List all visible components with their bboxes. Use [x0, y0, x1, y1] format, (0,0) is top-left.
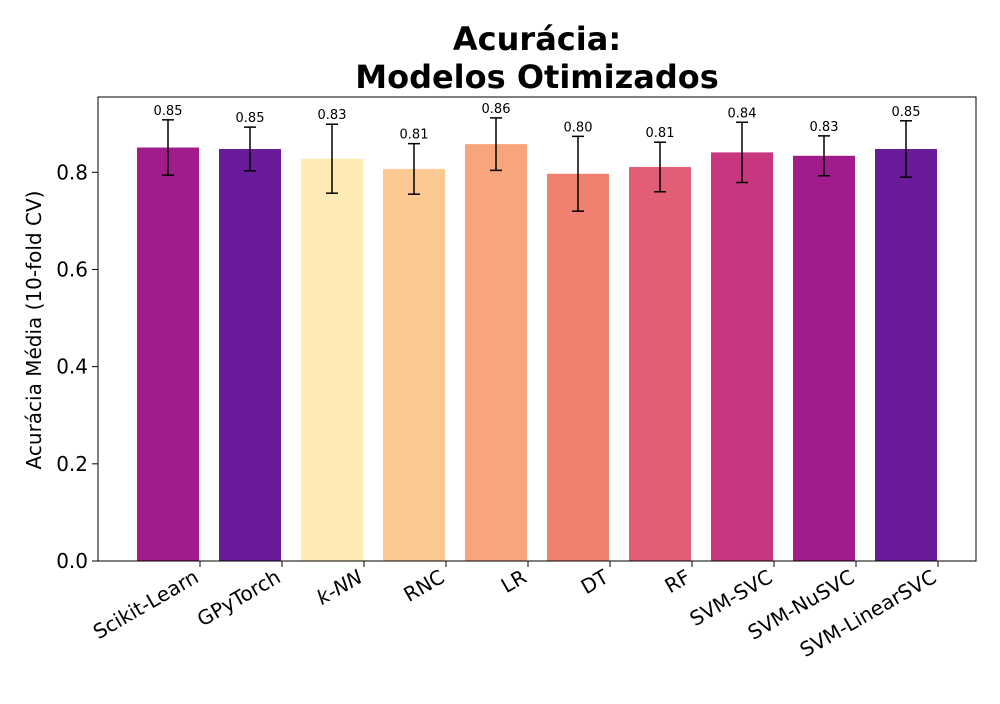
y-tick-label: 0.0	[56, 549, 88, 573]
data-label: 0.85	[892, 105, 921, 120]
y-tick-label: 0.4	[56, 355, 88, 379]
x-tick-label: RNC	[399, 565, 448, 607]
x-tick-label: RF	[660, 565, 694, 598]
x-tick-label: SVM-LinearSVC	[796, 565, 941, 662]
data-label: 0.84	[728, 106, 757, 121]
data-label: 0.85	[236, 111, 265, 126]
bar	[137, 147, 199, 561]
data-label: 0.83	[810, 120, 839, 135]
bar	[875, 148, 937, 562]
y-tick-label: 0.2	[56, 452, 88, 476]
x-tick-label: LR	[497, 564, 531, 597]
plot-area: 0.85 0.85 0.83 0.81 0.86 0.80 0.81 0.84 0.83 0.85…	[56, 96, 977, 662]
bar	[793, 155, 855, 561]
y-axis-label: Acurácia Média (10-fold CV)	[22, 191, 46, 470]
chart-title-line-1: Acurácia:	[453, 20, 621, 58]
x-tick-label: GPyTorch	[193, 565, 285, 632]
bar	[219, 148, 281, 562]
bar	[711, 152, 773, 561]
chart-title-line-2: Modelos Otimizados	[355, 58, 719, 96]
bar	[547, 173, 609, 562]
bar	[465, 144, 527, 562]
x-tick-label: Scikit-Learn	[89, 565, 203, 644]
data-label: 0.81	[400, 128, 429, 143]
data-label: 0.83	[318, 108, 347, 123]
data-label: 0.81	[646, 126, 675, 141]
data-label: 0.86	[482, 102, 511, 117]
y-tick-label: 0.6	[56, 257, 88, 281]
bar	[629, 166, 691, 561]
bar	[383, 168, 445, 562]
data-label: 0.85	[154, 104, 183, 119]
x-tick-label: DT	[577, 564, 614, 599]
data-label: 0.80	[564, 120, 593, 135]
y-tick-label: 0.8	[56, 160, 88, 184]
x-tick-label: k-NN	[312, 565, 366, 610]
plot-frame	[97, 96, 977, 562]
bar	[301, 158, 363, 561]
